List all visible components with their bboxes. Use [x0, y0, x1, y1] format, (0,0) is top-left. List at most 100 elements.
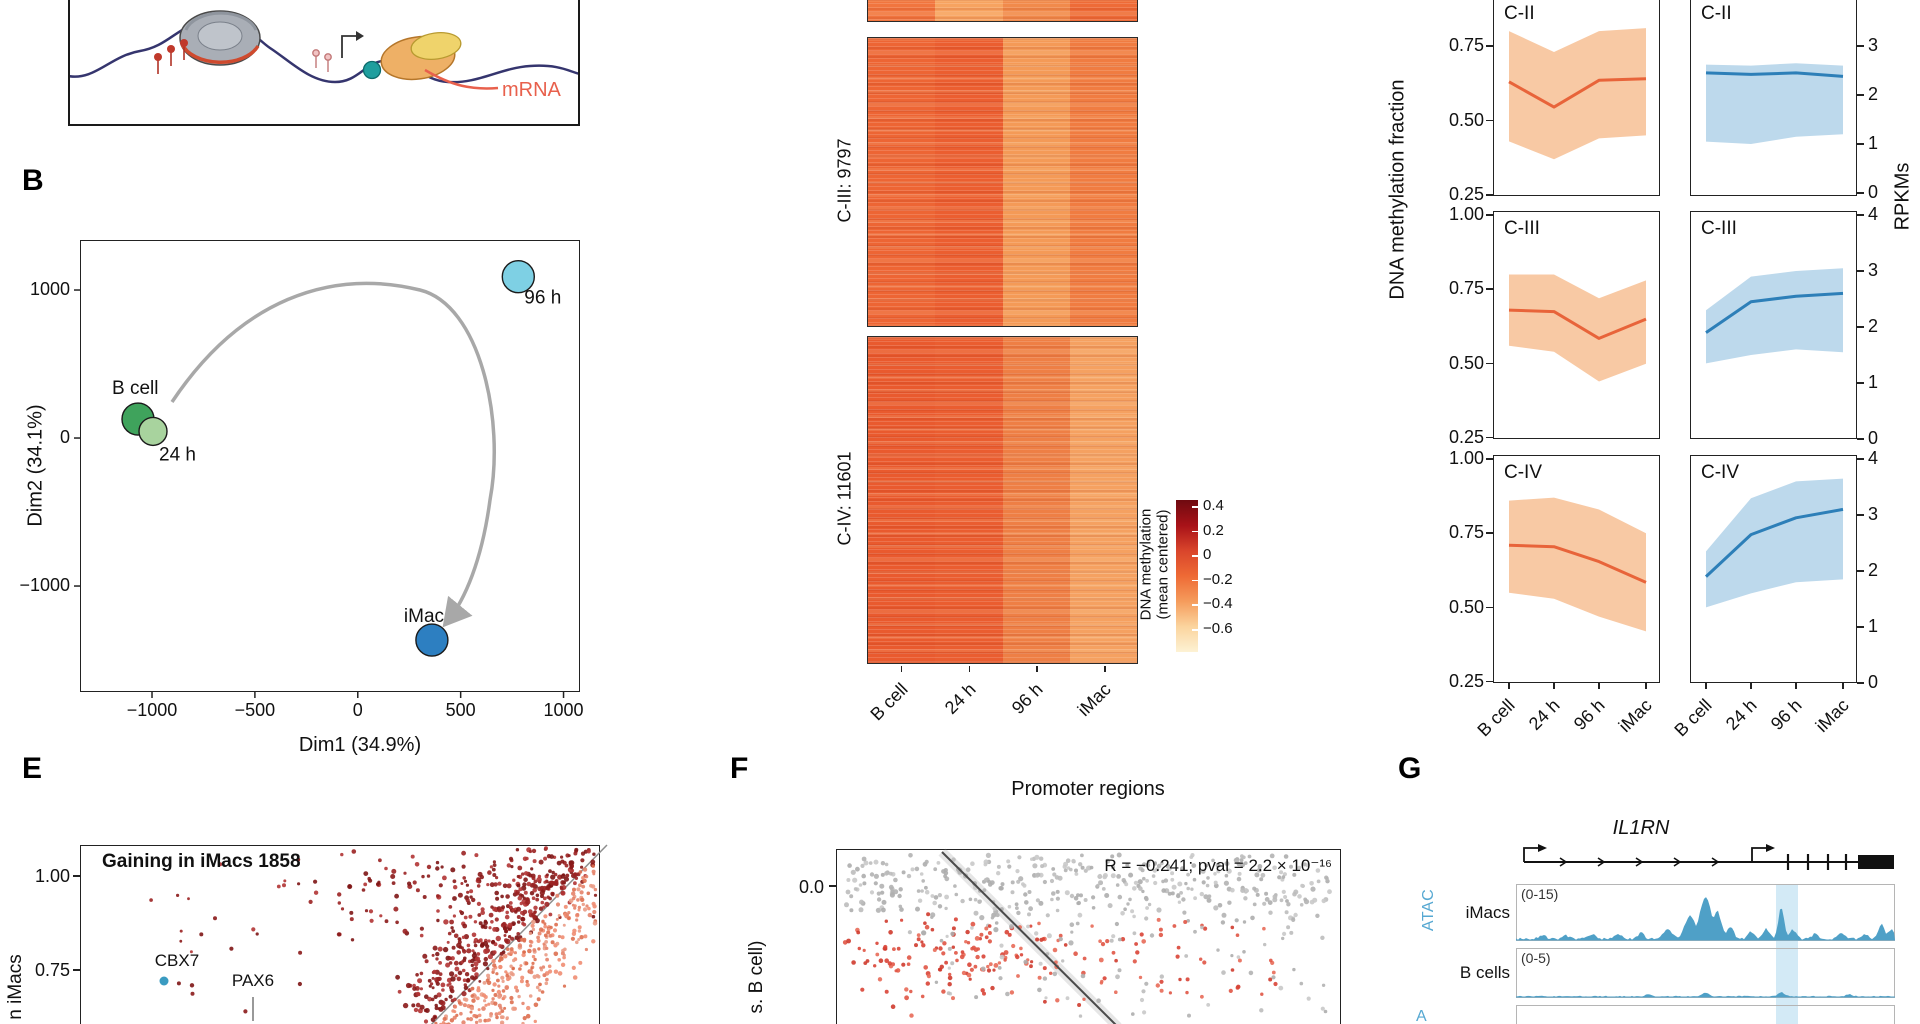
scatter-point: [1193, 896, 1197, 901]
scatter-point: [340, 907, 345, 911]
scatter-point: [1065, 996, 1070, 1001]
scatter-point: [468, 1017, 474, 1022]
scatter-point: [933, 867, 938, 872]
scatter-point: [1147, 902, 1152, 907]
scatter-point: [1185, 977, 1190, 982]
y-tick-label: 2: [1868, 316, 1879, 336]
tick-mark: [1857, 626, 1864, 628]
cluster-name-label: C-II: [1701, 3, 1732, 24]
mean-line: [1508, 543, 1647, 584]
scatter-point: [1159, 979, 1164, 984]
scatter-point: [483, 999, 487, 1003]
tss-arrow-icon: [1523, 847, 1538, 862]
scatter-point: [297, 981, 302, 987]
scatter-point: [524, 961, 529, 966]
scatter-point: [440, 865, 444, 869]
scatter-point: [1124, 882, 1129, 887]
scatter-point: [1192, 877, 1197, 882]
scatter-point: [1041, 937, 1045, 941]
scatter-point: [954, 892, 959, 897]
scatter-point: [412, 986, 417, 991]
scatter-point: [531, 848, 537, 854]
heatmap-column: [1002, 38, 1070, 326]
scatter-point: [368, 909, 374, 914]
tick-mark: [1486, 532, 1493, 534]
scatter-point: [986, 968, 992, 973]
scatter-point: [337, 892, 342, 897]
scatter-point: [1065, 858, 1071, 863]
scatter-point: [492, 863, 497, 867]
mean-line: [1508, 308, 1647, 340]
scatter-point: [894, 969, 898, 973]
scatter-point: [462, 978, 467, 982]
scatter-point: [1156, 863, 1162, 869]
scatter-point: [478, 938, 483, 943]
scatter-point: [884, 862, 889, 867]
scatter-point: [419, 933, 424, 938]
scatter-point: [590, 884, 596, 889]
scatter-point: [243, 1009, 248, 1014]
scatter-point: [443, 919, 449, 925]
scatter-point: [449, 1018, 455, 1023]
confidence-band: [1706, 268, 1843, 364]
scatter-point: [529, 969, 534, 975]
scatter-point: [1058, 936, 1063, 942]
y-tick-label: 1: [1868, 372, 1879, 392]
scatter-point: [948, 972, 952, 977]
scatter-point: [1064, 890, 1070, 896]
scatter-point: [521, 872, 525, 876]
scatter-point: [1271, 970, 1276, 975]
scatter-point: [1255, 892, 1260, 897]
y-tick-label: 1: [1868, 616, 1879, 636]
scatter-point: [540, 990, 545, 994]
scatter-point: [474, 966, 478, 970]
scatter-point: [414, 862, 420, 867]
scatter-point: [475, 996, 480, 1001]
y-tick-label: 0.50: [1448, 352, 1484, 373]
scatter-point: [412, 880, 417, 885]
scatter-point: [914, 866, 920, 872]
scatter-point: [504, 985, 509, 990]
scatter-point: [489, 882, 495, 888]
scatter-point: [500, 975, 505, 980]
scatter-point: [501, 979, 505, 983]
scatter-point: [1128, 872, 1134, 878]
scatter-point: [395, 974, 400, 980]
scatter-point: [1158, 927, 1163, 932]
scatter-point: [1098, 957, 1104, 963]
scatter-point: [471, 932, 477, 938]
scatter-point: [490, 905, 494, 909]
scatter-point: [1058, 933, 1063, 938]
scatter-point: [1201, 880, 1206, 885]
scatter-point: [884, 958, 889, 963]
scatter-point: [1109, 938, 1114, 943]
scatter-point: [572, 887, 576, 892]
scatter-point: [572, 928, 577, 933]
scatter-point: [974, 936, 980, 941]
scatter-point: [410, 854, 415, 859]
scatter-point: [1158, 932, 1164, 938]
scatter-point: [1052, 872, 1057, 877]
mean-line: [1508, 77, 1647, 109]
scatter-point: [432, 945, 438, 951]
scatter-point: [1184, 954, 1189, 958]
scatter-point: [1168, 991, 1172, 995]
scatter-point: [904, 995, 909, 1001]
y-tick-label: 0: [1868, 182, 1879, 202]
scatter-point: [1282, 931, 1287, 936]
scatter-point: [533, 957, 537, 962]
scatter-point: [576, 913, 580, 917]
scatter-point: [435, 981, 440, 986]
mean-line: [1704, 507, 1844, 578]
scatter-point: [553, 969, 559, 974]
scatter-point: [573, 906, 577, 910]
scatter-point: [570, 936, 575, 941]
scatter-point: [435, 957, 439, 961]
colorbar-title-line2: (mean centered): [1154, 509, 1172, 620]
scatter-point: [337, 901, 341, 905]
polymerase-icon: [380, 32, 462, 81]
scatter-point: [1069, 867, 1073, 872]
tss-arrow-icon: [341, 31, 364, 58]
scatter-point: [450, 956, 455, 961]
scatter-point: [488, 926, 492, 930]
